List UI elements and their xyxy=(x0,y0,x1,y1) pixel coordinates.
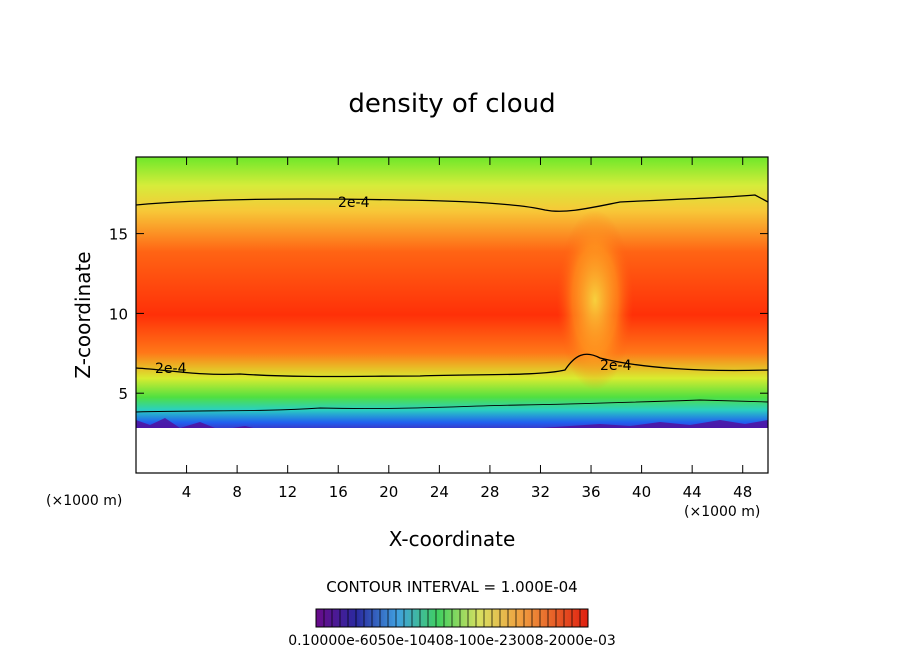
chart-title: density of cloud xyxy=(348,89,555,119)
x-tick-label: 20 xyxy=(379,483,398,501)
contour-label-upper: 2e-4 xyxy=(338,195,370,211)
x-tick-label: 32 xyxy=(531,483,550,501)
x-tick-label: 8 xyxy=(232,483,242,501)
below-cloud xyxy=(136,428,768,473)
y-axis-ticks: 5 10 15 xyxy=(109,226,768,403)
plot-frame xyxy=(135,156,769,474)
field-gradient xyxy=(136,157,768,473)
x-tick-label: 28 xyxy=(480,483,499,501)
contour-label-lower-right: 2e-4 xyxy=(600,358,632,374)
x-tick-label: 40 xyxy=(632,483,651,501)
colorbar-divisions xyxy=(323,609,581,627)
x-axis-label: X-coordinate xyxy=(389,527,516,551)
y-tick-label: 10 xyxy=(109,305,128,323)
x-tick-label: 36 xyxy=(581,483,600,501)
x-tick-label: 4 xyxy=(182,483,192,501)
x-axis-ticks: 4 8 12 16 20 24 28 32 36 40 44 48 xyxy=(182,157,752,501)
x-tick-label: 48 xyxy=(733,483,752,501)
x-tick-label: 24 xyxy=(430,483,449,501)
contour-base xyxy=(136,399,768,413)
y-tick-label: 15 xyxy=(109,226,128,244)
x-tick-label: 12 xyxy=(278,483,297,501)
y-tick-label: 5 xyxy=(118,385,128,403)
x-tick-label: 16 xyxy=(329,483,348,501)
colorbar xyxy=(315,608,589,628)
density-field xyxy=(136,157,768,473)
contour-upper xyxy=(136,194,768,212)
x-unit-left: (×1000 m) xyxy=(46,493,122,509)
contour-lower xyxy=(136,353,768,378)
updraft-gap xyxy=(557,210,633,390)
colorbar-labels: 0.10000e-6050e-10408-100e-23008-2000e-03 xyxy=(288,633,616,649)
x-unit-right: (×1000 m) xyxy=(684,504,760,520)
y-axis-label: Z-coordinate xyxy=(71,251,95,378)
contour-interval-note: CONTOUR INTERVAL = 1.000E-04 xyxy=(326,578,577,596)
colorbar-frame xyxy=(315,608,589,628)
x-tick-label: 44 xyxy=(683,483,702,501)
contour-label-lower-left: 2e-4 xyxy=(155,361,187,377)
